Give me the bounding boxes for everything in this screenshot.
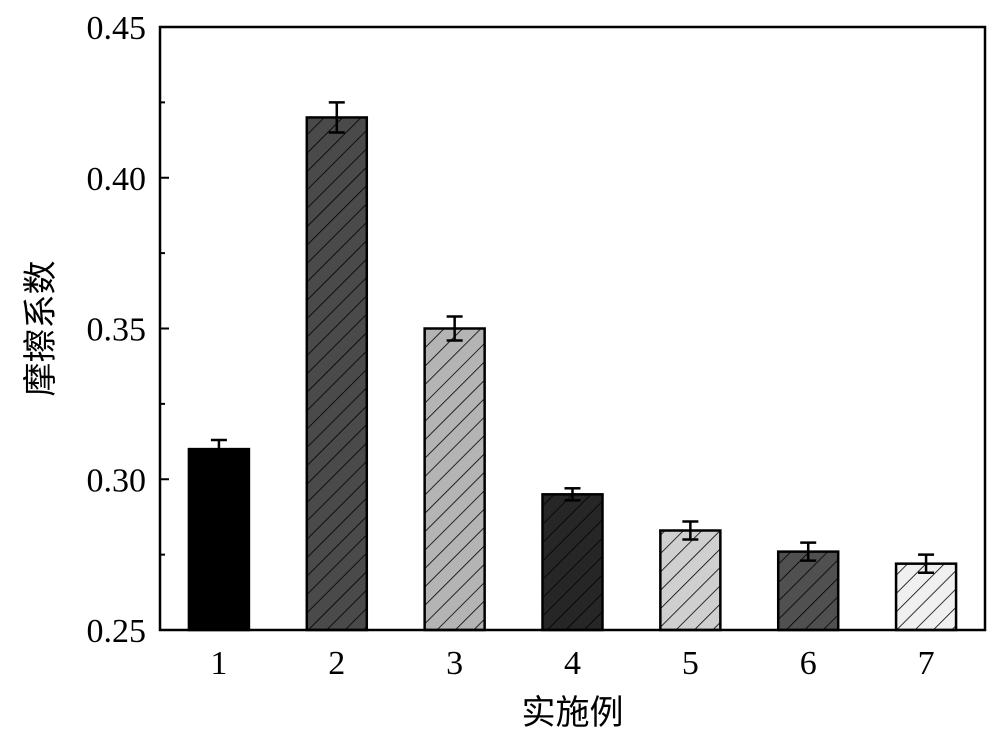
x-tick-label: 2: [328, 645, 345, 682]
x-tick-label: 5: [682, 645, 699, 682]
y-tick-label: 0.35: [87, 312, 147, 349]
x-tick-label: 4: [564, 645, 581, 682]
bar-1: [189, 449, 249, 630]
bar-3: [425, 329, 485, 631]
x-tick-label: 3: [446, 645, 463, 682]
y-tick-label: 0.25: [87, 613, 147, 650]
bar-6: [778, 552, 838, 630]
y-tick-label: 0.30: [87, 462, 147, 499]
bars: [189, 117, 956, 630]
bar-5: [660, 531, 720, 630]
y-axis-title: 摩擦系数: [21, 261, 61, 397]
bar-4: [543, 494, 603, 630]
x-tick-label: 6: [800, 645, 817, 682]
bar-2: [307, 117, 367, 630]
x-tick-label: 1: [210, 645, 227, 682]
x-tick-label: 7: [918, 645, 935, 682]
y-tick-label: 0.40: [87, 161, 147, 198]
x-axis-title: 实施例: [522, 693, 624, 733]
y-tick-labels: 0.25 0.30 0.35 0.40 0.45: [87, 10, 147, 650]
y-tick-label: 0.45: [87, 10, 147, 47]
x-tick-labels: 1 2 3 4 5 6 7: [210, 645, 934, 682]
